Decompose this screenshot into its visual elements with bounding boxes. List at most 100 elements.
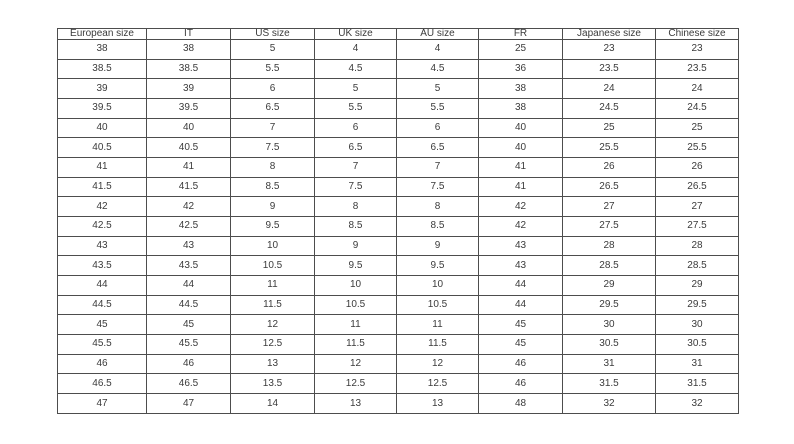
table-cell: 8 [314, 196, 397, 218]
table-cell: 11.5 [230, 294, 315, 316]
table-cell: 38.5 [57, 58, 147, 80]
table-cell: 45 [57, 314, 147, 336]
table-cell: 5.5 [230, 58, 315, 80]
table-cell: 24 [562, 78, 656, 100]
table-cell: 6.5 [314, 137, 397, 159]
table-cell: 45 [478, 334, 563, 355]
table-cell: 25 [655, 117, 739, 139]
table-cell: 11 [396, 314, 479, 336]
table-cell: 7 [314, 157, 397, 178]
table-cell: 40.5 [57, 137, 147, 159]
table-cell: 6.5 [396, 137, 479, 159]
table-cell: 10 [314, 275, 397, 296]
table-cell: 13.5 [230, 373, 315, 395]
table-cell: 5 [230, 39, 315, 60]
table-row: 42.5 42.5 9.5 8.5 8.5 42 27.5 27.5 [57, 216, 739, 237]
table-cell: 7 [230, 117, 315, 139]
table-cell: 40.5 [146, 137, 231, 159]
table-cell: 8.5 [314, 216, 397, 237]
table-cell: 24.5 [655, 98, 739, 119]
table-cell: 44.5 [57, 294, 147, 316]
table-cell: 12.5 [396, 373, 479, 395]
table-cell: 31 [655, 353, 739, 375]
table-cell: 42 [57, 196, 147, 218]
table-cell: 48 [478, 393, 563, 414]
table-cell: 39.5 [146, 98, 231, 119]
table-cell: 46.5 [146, 373, 231, 395]
table-cell: 10 [396, 275, 479, 296]
table-cell: 5.5 [314, 98, 397, 119]
table-row: 38 38 5 4 4 25 23 23 [57, 39, 739, 60]
table-cell: 38.5 [146, 58, 231, 80]
table-cell: 25 [562, 117, 656, 139]
table-cell: 43 [478, 255, 563, 277]
table-row: 39.5 39.5 6.5 5.5 5.5 38 24.5 24.5 [57, 98, 739, 119]
table-cell: 24.5 [562, 98, 656, 119]
column-header: UK size [314, 28, 397, 40]
table-cell: 10.5 [314, 294, 397, 316]
table-cell: 27.5 [655, 216, 739, 237]
table-cell: 31.5 [562, 373, 656, 395]
table-cell: 23 [562, 39, 656, 60]
column-header: IT [146, 28, 231, 40]
table-cell: 41.5 [57, 176, 147, 198]
table-cell: 7.5 [314, 176, 397, 198]
table-cell: 7 [396, 157, 479, 178]
table-cell: 47 [57, 393, 147, 414]
table-cell: 39.5 [57, 98, 147, 119]
table-row: 44.5 44.5 11.5 10.5 10.5 44 29.5 29.5 [57, 294, 739, 316]
table-cell: 42 [478, 196, 563, 218]
table-cell: 26 [562, 157, 656, 178]
table-cell: 45.5 [57, 334, 147, 355]
table-cell: 9 [230, 196, 315, 218]
table-row: 46.5 46.5 13.5 12.5 12.5 46 31.5 31.5 [57, 373, 739, 395]
table-row: 38.5 38.5 5.5 4.5 4.5 36 23.5 23.5 [57, 58, 739, 80]
table-cell: 31.5 [655, 373, 739, 395]
table-cell: 43.5 [146, 255, 231, 277]
table-cell: 12 [396, 353, 479, 375]
table-row: 45.5 45.5 12.5 11.5 11.5 45 30.5 30.5 [57, 334, 739, 355]
table-cell: 43 [146, 235, 231, 257]
table-cell: 38 [146, 39, 231, 60]
table-cell: 24 [655, 78, 739, 100]
table-cell: 6 [314, 117, 397, 139]
table-cell: 9 [396, 235, 479, 257]
column-header: AU size [396, 28, 479, 40]
table-cell: 4 [396, 39, 479, 60]
table-cell: 5.5 [396, 98, 479, 119]
table-cell: 8.5 [230, 176, 315, 198]
table-cell: 44 [146, 275, 231, 296]
table-cell: 4.5 [396, 58, 479, 80]
table-cell: 28 [562, 235, 656, 257]
table-cell: 30.5 [655, 334, 739, 355]
column-header: European size [57, 28, 147, 40]
table-cell: 40 [478, 137, 563, 159]
table-cell: 30.5 [562, 334, 656, 355]
table-cell: 28.5 [562, 255, 656, 277]
table-cell: 44 [478, 275, 563, 296]
table-cell: 25.5 [562, 137, 656, 159]
size-conversion-table: European size IT US size UK size AU size FR Ja… [57, 28, 739, 414]
table-cell: 10.5 [396, 294, 479, 316]
table-cell: 10.5 [230, 255, 315, 277]
table-cell: 28.5 [655, 255, 739, 277]
table-cell: 29 [562, 275, 656, 296]
table-cell: 36 [478, 58, 563, 80]
table-cell: 26.5 [655, 176, 739, 198]
table-cell: 10 [230, 235, 315, 257]
table-cell: 12 [314, 353, 397, 375]
table-cell: 45.5 [146, 334, 231, 355]
table-cell: 43 [478, 235, 563, 257]
table-cell: 40 [146, 117, 231, 139]
table-cell: 27 [655, 196, 739, 218]
table-header-row: European size IT US size UK size AU size FR Ja… [57, 28, 739, 40]
table-cell: 29.5 [655, 294, 739, 316]
table-cell: 12.5 [230, 334, 315, 355]
table-cell: 38 [478, 78, 563, 100]
table-cell: 30 [562, 314, 656, 336]
table-row: 40 40 7 6 6 40 25 25 [57, 117, 739, 139]
table-row: 45 45 12 11 11 45 30 30 [57, 314, 739, 336]
table-cell: 42 [478, 216, 563, 237]
table-cell: 9 [314, 235, 397, 257]
table-cell: 8 [396, 196, 479, 218]
